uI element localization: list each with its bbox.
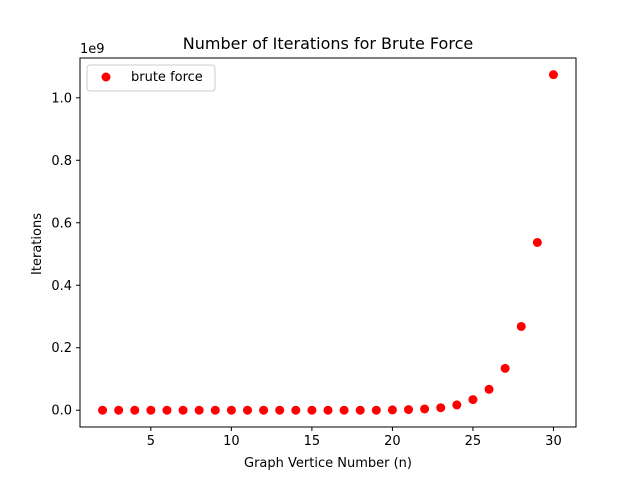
y-tick-label: 0.4 [51,279,72,294]
x-axis-label: Graph Vertice Number (n) [244,456,412,471]
data-point [307,405,317,415]
x-tick-label: 5 [147,434,155,449]
data-point [420,404,430,414]
data-point [275,405,285,415]
data-point [114,405,124,415]
data-point [355,405,365,415]
legend-label: brute force [131,70,203,85]
data-point [146,405,156,415]
y-tick-label: 0.8 [51,154,72,169]
data-point [500,363,510,373]
data-point [484,384,494,394]
data-point [259,405,269,415]
legend: brute force [86,64,216,92]
data-point [371,405,381,415]
data-point [130,405,140,415]
data-point [194,405,204,415]
data-point [548,70,558,80]
x-tick-label: 10 [223,434,240,449]
data-point [210,405,220,415]
data-point [452,400,462,410]
plot-frame [79,57,577,428]
data-point [178,405,188,415]
data-point [162,405,172,415]
legend-box [86,64,216,92]
data-point [226,405,236,415]
y-tick-label: 0.6 [51,216,72,231]
data-point [291,405,301,415]
data-point [436,403,446,413]
chart-title: Number of Iterations for Brute Force [183,34,473,53]
data-point [339,405,349,415]
data-point [516,321,526,331]
y-tick-label: 1.0 [51,91,72,106]
y-axis-label: Iterations [30,213,45,275]
x-tick-label: 30 [545,434,562,449]
data-point [387,405,397,415]
data-point [532,237,542,247]
x-tick-label: 15 [304,434,321,449]
x-tick-label: 20 [384,434,401,449]
data-point [242,405,252,415]
data-point [404,405,414,415]
legend-marker [101,72,111,82]
y-offset-label: 1e9 [80,42,105,57]
y-tick-label: 0.2 [51,341,72,356]
x-tick-label: 25 [465,434,482,449]
data-point [98,405,108,415]
data-point [323,405,333,415]
plot-marks: 5 10 15 20 25 30 0.0 0.2 0.4 0.6 0.8 1.0 [51,70,562,449]
y-tick-label: 0.0 [51,404,72,419]
data-point [468,395,478,405]
